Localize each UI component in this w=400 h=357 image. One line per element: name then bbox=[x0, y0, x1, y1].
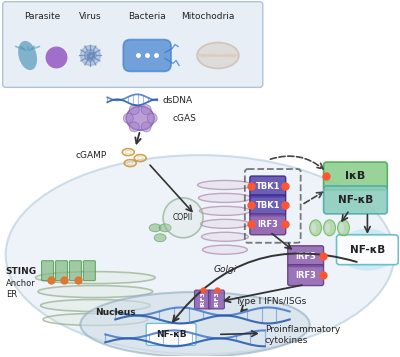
FancyBboxPatch shape bbox=[70, 261, 82, 281]
FancyBboxPatch shape bbox=[324, 162, 387, 190]
Text: cGAMP: cGAMP bbox=[76, 151, 107, 160]
FancyBboxPatch shape bbox=[146, 323, 196, 345]
Text: Proinflammatory: Proinflammatory bbox=[265, 325, 340, 334]
FancyBboxPatch shape bbox=[336, 235, 398, 265]
Circle shape bbox=[84, 50, 96, 61]
Text: IRF3: IRF3 bbox=[214, 292, 220, 307]
Text: dsDNA: dsDNA bbox=[162, 96, 192, 105]
Text: Virus: Virus bbox=[79, 12, 102, 21]
Ellipse shape bbox=[126, 106, 154, 130]
Ellipse shape bbox=[338, 229, 397, 271]
FancyBboxPatch shape bbox=[288, 265, 324, 286]
Ellipse shape bbox=[200, 219, 249, 228]
Circle shape bbox=[123, 113, 133, 123]
FancyBboxPatch shape bbox=[84, 261, 95, 281]
FancyBboxPatch shape bbox=[250, 214, 286, 235]
Ellipse shape bbox=[310, 220, 322, 236]
Text: Parasite: Parasite bbox=[24, 12, 61, 21]
Ellipse shape bbox=[154, 234, 166, 242]
Text: IRF3: IRF3 bbox=[295, 271, 316, 280]
FancyBboxPatch shape bbox=[123, 40, 171, 71]
Ellipse shape bbox=[43, 313, 148, 326]
Ellipse shape bbox=[36, 272, 155, 283]
Ellipse shape bbox=[159, 224, 171, 232]
Text: NF-κB: NF-κB bbox=[350, 245, 385, 255]
Text: Anchor: Anchor bbox=[6, 279, 36, 288]
Text: IRF3: IRF3 bbox=[295, 252, 316, 261]
Circle shape bbox=[141, 122, 151, 132]
FancyBboxPatch shape bbox=[250, 195, 286, 216]
Text: TBK1: TBK1 bbox=[256, 182, 280, 191]
FancyBboxPatch shape bbox=[3, 2, 263, 87]
Circle shape bbox=[46, 46, 68, 69]
Ellipse shape bbox=[6, 155, 394, 354]
Ellipse shape bbox=[338, 220, 350, 236]
Text: TBK1: TBK1 bbox=[256, 201, 280, 210]
Text: COPII: COPII bbox=[173, 213, 193, 222]
Circle shape bbox=[80, 46, 100, 65]
Ellipse shape bbox=[40, 300, 150, 311]
Ellipse shape bbox=[325, 223, 330, 233]
Ellipse shape bbox=[200, 206, 250, 215]
Text: Mitochodria: Mitochodria bbox=[181, 12, 235, 21]
Text: cytokines: cytokines bbox=[265, 336, 308, 345]
Circle shape bbox=[141, 105, 151, 115]
Text: Type I IFNs/ISGs: Type I IFNs/ISGs bbox=[235, 297, 306, 306]
Ellipse shape bbox=[18, 41, 37, 70]
FancyBboxPatch shape bbox=[42, 261, 54, 281]
Ellipse shape bbox=[80, 292, 310, 357]
Ellipse shape bbox=[198, 193, 251, 202]
Ellipse shape bbox=[198, 181, 252, 190]
FancyBboxPatch shape bbox=[56, 261, 68, 281]
Ellipse shape bbox=[311, 223, 316, 233]
Text: IRF3: IRF3 bbox=[200, 292, 206, 307]
Text: NF-κB: NF-κB bbox=[156, 330, 186, 339]
Ellipse shape bbox=[149, 224, 161, 232]
Ellipse shape bbox=[197, 42, 239, 69]
Circle shape bbox=[129, 105, 139, 115]
Ellipse shape bbox=[202, 232, 248, 241]
Text: IRF3: IRF3 bbox=[257, 220, 278, 229]
FancyBboxPatch shape bbox=[250, 176, 286, 197]
FancyBboxPatch shape bbox=[288, 246, 324, 267]
Text: Golgi: Golgi bbox=[213, 265, 236, 274]
Text: STING: STING bbox=[6, 267, 37, 276]
Ellipse shape bbox=[202, 245, 247, 254]
FancyBboxPatch shape bbox=[208, 290, 224, 309]
FancyBboxPatch shape bbox=[324, 186, 387, 214]
FancyBboxPatch shape bbox=[194, 290, 210, 309]
Circle shape bbox=[129, 122, 139, 132]
Ellipse shape bbox=[339, 223, 344, 233]
Circle shape bbox=[163, 198, 203, 238]
Ellipse shape bbox=[324, 220, 336, 236]
Text: cGAS: cGAS bbox=[172, 114, 196, 123]
Circle shape bbox=[147, 113, 157, 123]
Text: IκB: IκB bbox=[345, 171, 366, 181]
Text: ER: ER bbox=[6, 290, 17, 299]
Text: Bacteria: Bacteria bbox=[128, 12, 166, 21]
Text: NF-κB: NF-κB bbox=[338, 195, 373, 205]
Ellipse shape bbox=[38, 286, 153, 297]
Text: Nucleus: Nucleus bbox=[95, 308, 136, 317]
